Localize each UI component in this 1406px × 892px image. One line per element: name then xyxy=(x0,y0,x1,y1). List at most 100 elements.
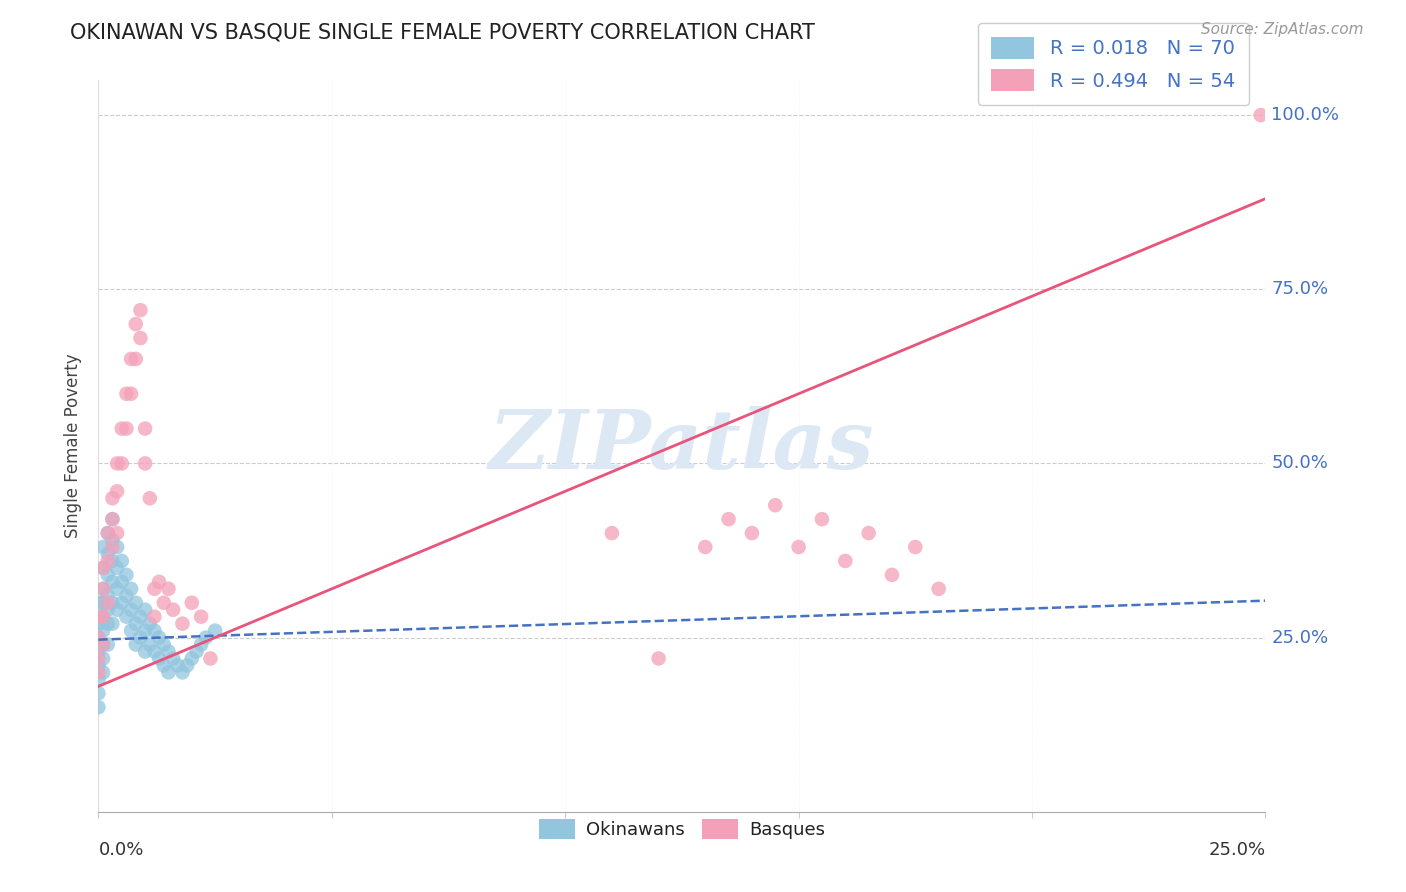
Point xyxy=(190,638,212,652)
Point xyxy=(148,631,170,645)
Point xyxy=(105,457,128,471)
Point xyxy=(101,596,124,610)
Point xyxy=(87,665,110,680)
Point xyxy=(139,638,162,652)
Point xyxy=(811,512,834,526)
Point xyxy=(143,644,166,658)
Point xyxy=(105,484,128,499)
Point xyxy=(111,457,134,471)
Point xyxy=(125,351,148,366)
Point xyxy=(157,644,180,658)
Point xyxy=(120,351,142,366)
Point xyxy=(120,582,142,596)
Point xyxy=(105,540,128,554)
Point xyxy=(91,638,114,652)
Point xyxy=(152,596,174,610)
Point xyxy=(600,526,623,541)
Point xyxy=(143,624,166,638)
Point xyxy=(134,457,156,471)
Point xyxy=(928,582,950,596)
Point xyxy=(129,609,152,624)
Point xyxy=(91,596,114,610)
Point xyxy=(176,658,198,673)
Point xyxy=(101,554,124,568)
Point xyxy=(111,421,134,435)
Text: 75.0%: 75.0% xyxy=(1271,280,1329,298)
Legend: Okinawans, Basques: Okinawans, Basques xyxy=(531,812,832,847)
Point xyxy=(194,631,217,645)
Point xyxy=(111,554,134,568)
Text: 100.0%: 100.0% xyxy=(1271,106,1340,124)
Point xyxy=(87,596,110,610)
Point xyxy=(717,512,740,526)
Point xyxy=(787,540,810,554)
Text: 50.0%: 50.0% xyxy=(1271,454,1329,473)
Point xyxy=(101,540,124,554)
Point xyxy=(200,651,222,665)
Point xyxy=(91,665,114,680)
Point xyxy=(91,609,114,624)
Point xyxy=(101,616,124,631)
Point xyxy=(101,533,124,547)
Point xyxy=(143,609,166,624)
Point xyxy=(148,651,170,665)
Point xyxy=(115,386,138,401)
Text: 25.0%: 25.0% xyxy=(1208,841,1265,859)
Point xyxy=(172,616,194,631)
Point xyxy=(120,386,142,401)
Point xyxy=(157,665,180,680)
Point xyxy=(129,331,152,345)
Point xyxy=(134,603,156,617)
Point xyxy=(87,631,110,645)
Point xyxy=(186,644,208,658)
Point xyxy=(129,303,152,318)
Point xyxy=(101,574,124,589)
Point xyxy=(87,673,110,687)
Point xyxy=(97,616,120,631)
Text: ZIPatlas: ZIPatlas xyxy=(489,406,875,486)
Point xyxy=(97,603,120,617)
Point xyxy=(134,644,156,658)
Point xyxy=(148,574,170,589)
Point xyxy=(125,638,148,652)
Point xyxy=(111,574,134,589)
Point xyxy=(115,589,138,603)
Point xyxy=(97,547,120,561)
Point xyxy=(120,603,142,617)
Point xyxy=(97,638,120,652)
Point xyxy=(115,421,138,435)
Point xyxy=(647,651,669,665)
Point xyxy=(105,603,128,617)
Point xyxy=(87,616,110,631)
Point xyxy=(101,512,124,526)
Point xyxy=(97,567,120,582)
Point xyxy=(204,624,226,638)
Point xyxy=(87,658,110,673)
Point xyxy=(97,526,120,541)
Point xyxy=(162,603,184,617)
Text: OKINAWAN VS BASQUE SINGLE FEMALE POVERTY CORRELATION CHART: OKINAWAN VS BASQUE SINGLE FEMALE POVERTY… xyxy=(70,22,815,42)
Point xyxy=(904,540,927,554)
Point xyxy=(180,651,202,665)
Point xyxy=(834,554,856,568)
Point xyxy=(87,651,110,665)
Point xyxy=(91,582,114,596)
Point xyxy=(139,491,162,506)
Text: 25.0%: 25.0% xyxy=(1271,629,1329,647)
Point xyxy=(87,700,110,714)
Point xyxy=(105,561,128,575)
Point xyxy=(143,582,166,596)
Point xyxy=(129,631,152,645)
Point xyxy=(162,651,184,665)
Point xyxy=(695,540,717,554)
Point xyxy=(91,561,114,575)
Point xyxy=(105,582,128,596)
Point xyxy=(115,609,138,624)
Point xyxy=(87,609,110,624)
Point xyxy=(125,317,148,331)
Point xyxy=(139,616,162,631)
Point xyxy=(91,609,114,624)
Point xyxy=(741,526,763,541)
Y-axis label: Single Female Poverty: Single Female Poverty xyxy=(65,354,83,538)
Text: 0.0%: 0.0% xyxy=(98,841,143,859)
